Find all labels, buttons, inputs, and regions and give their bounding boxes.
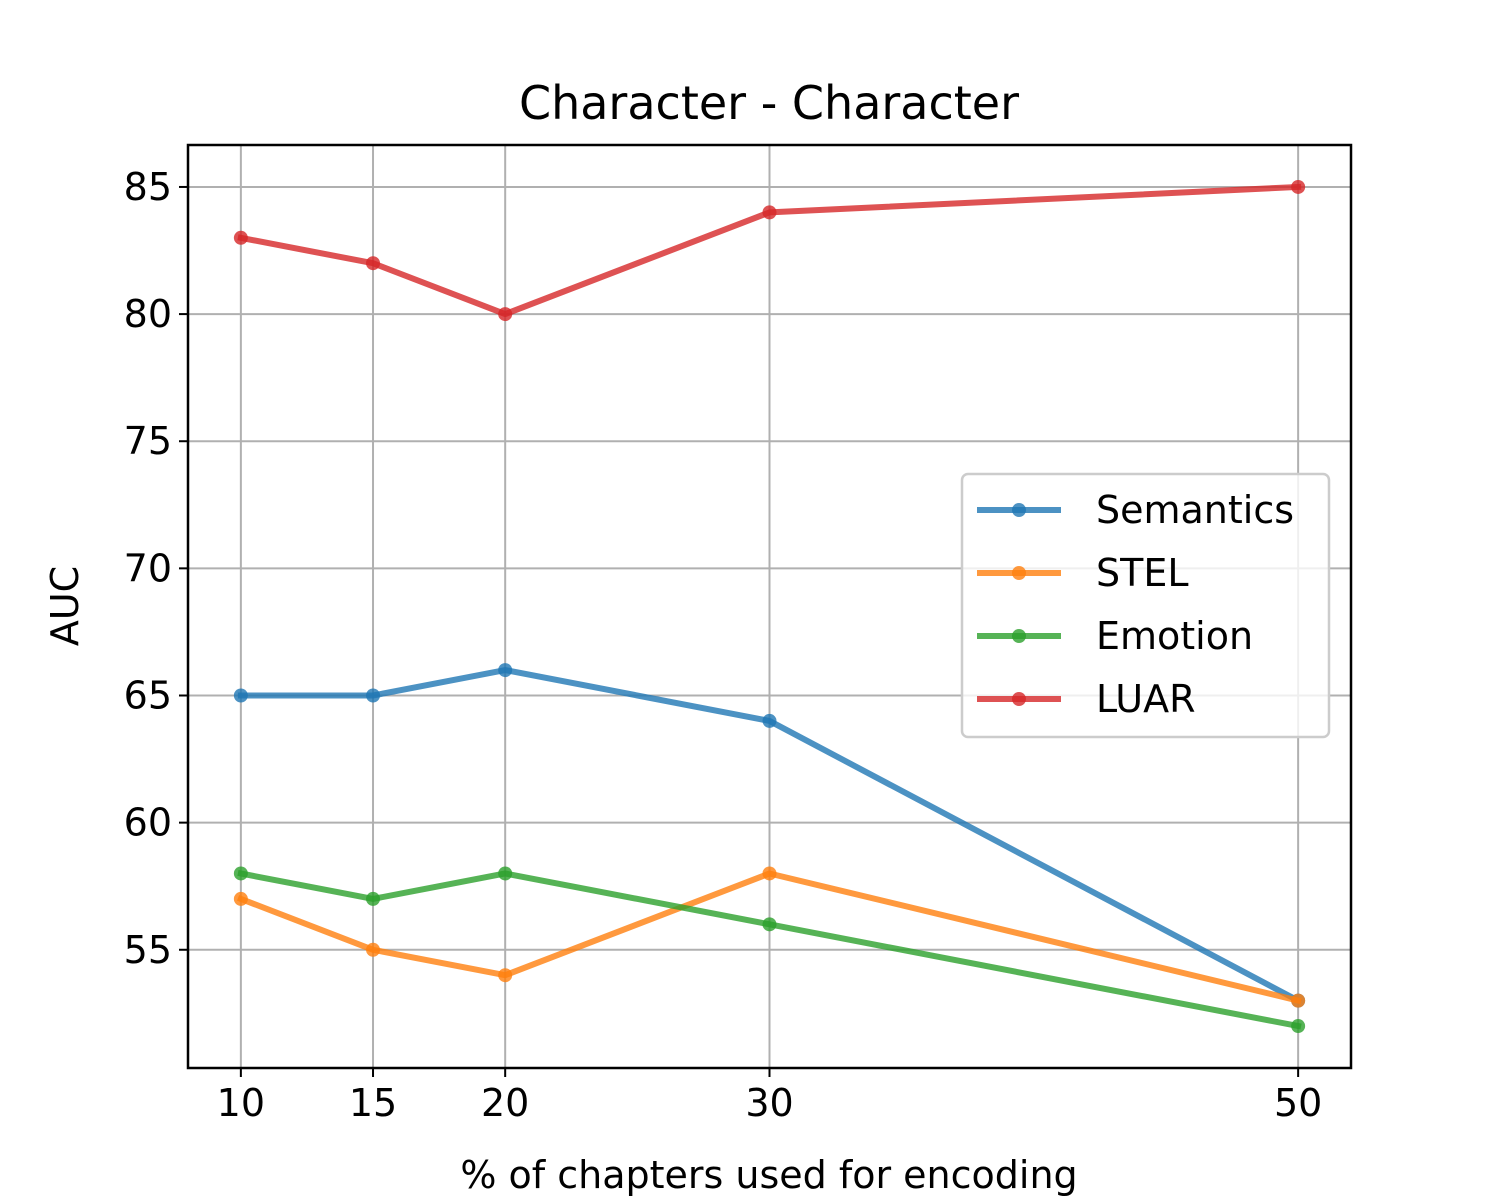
legend-label-emotion: Emotion	[1096, 614, 1253, 658]
data-point-emotion	[233, 866, 248, 881]
x-tick-label: 15	[349, 1081, 397, 1125]
chart-title: Character - Character	[519, 76, 1019, 130]
data-point-luar	[1291, 179, 1306, 194]
legend-marker-stel	[1012, 566, 1026, 580]
data-point-emotion	[498, 866, 513, 881]
data-point-luar	[366, 256, 381, 271]
legend-label-semantics: Semantics	[1096, 488, 1294, 532]
y-tick-label: 60	[124, 801, 172, 845]
y-tick-label: 70	[124, 546, 172, 590]
data-point-emotion	[366, 891, 381, 906]
y-tick-label: 80	[124, 292, 172, 336]
data-point-stel	[762, 866, 777, 881]
x-axis-label: % of chapters used for encoding	[460, 1153, 1077, 1197]
data-point-stel	[233, 891, 248, 906]
data-point-emotion	[1291, 1019, 1306, 1034]
data-point-semantics	[366, 688, 381, 703]
y-tick-label: 75	[124, 419, 172, 463]
x-tick-label: 20	[481, 1081, 529, 1125]
data-point-luar	[498, 307, 513, 322]
data-point-luar	[762, 205, 777, 220]
legend-marker-luar	[1012, 692, 1026, 706]
y-tick-label: 65	[124, 673, 172, 717]
data-point-emotion	[762, 917, 777, 932]
x-tick-label: 30	[745, 1081, 793, 1125]
axis-ticks: 10 15 20 30 50 55 60 65 70 75 80 85	[124, 165, 1323, 1125]
data-point-semantics	[233, 688, 248, 703]
y-tick-label: 55	[124, 928, 172, 972]
legend-label-luar: LUAR	[1096, 677, 1196, 721]
data-point-luar	[233, 230, 248, 245]
y-axis-label: AUC	[43, 566, 87, 646]
data-point-stel	[366, 942, 381, 957]
legend-box	[960, 472, 1331, 739]
legend-marker-semantics	[1012, 503, 1026, 517]
x-tick-label: 10	[217, 1081, 265, 1125]
x-tick-label: 50	[1274, 1081, 1322, 1125]
legend: Semantics STEL Emotion LUAR	[960, 472, 1331, 739]
data-point-semantics	[498, 663, 513, 678]
data-point-stel	[1291, 993, 1306, 1008]
data-point-stel	[498, 968, 513, 983]
series-lines	[233, 179, 1306, 1034]
y-tick-label: 85	[124, 165, 172, 209]
legend-label-stel: STEL	[1096, 551, 1189, 595]
legend-marker-emotion	[1012, 629, 1026, 643]
data-point-semantics	[762, 713, 777, 728]
